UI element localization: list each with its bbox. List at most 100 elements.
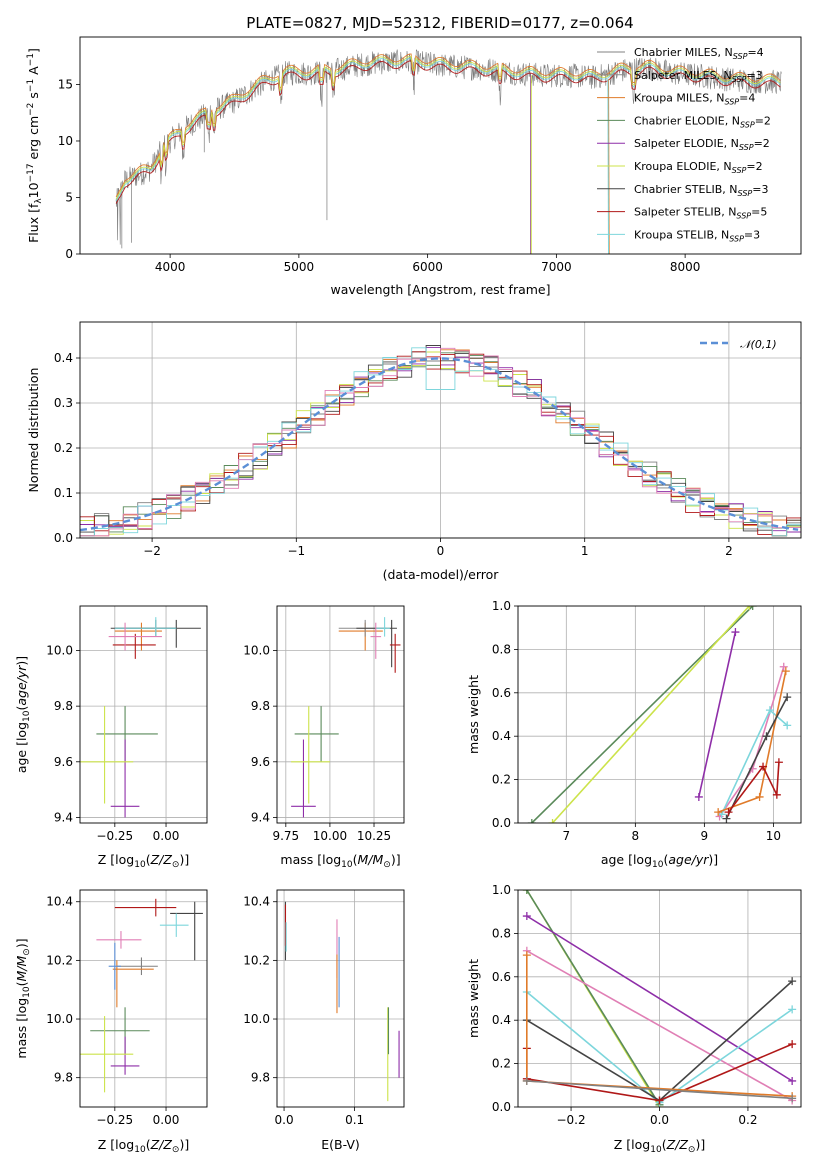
weight-marker [745,606,754,610]
grid [277,890,404,1107]
y-tick-label: 9.4 [251,810,270,824]
y-tick-label: 9.8 [54,1071,73,1085]
legend-entry: Kroupa STELIB, NSSP=3 [634,228,760,243]
weight-marker [788,1005,797,1014]
x-axis-label: mass [log10(M/M⊙)] [280,852,400,870]
weight-line [526,950,793,1102]
x-tick-label: −0.25 [96,1113,133,1127]
weight-marker [527,819,536,823]
errorbar-point [159,913,189,937]
legend-entry: Kroupa ELODIE, NSSP=2 [634,160,763,175]
weight-marker [788,1040,797,1049]
legend-entry: Salpeter MILES, NSSP=3 [634,69,763,84]
y-tick-label: 9.6 [251,755,270,769]
plot-area [518,890,801,1107]
x-tick-label: 9 [701,829,709,843]
errorbar-point [291,706,330,804]
weight-marker [783,693,792,702]
panel-weight-vs-Z: −0.2 0.0 0.2 0.0 0.2 0.4 0.6 0.8 1.0 Z [log10(Z/Z… [466,883,802,1155]
errorbar-point [291,739,316,818]
x-tick-label: 0.00 [153,829,180,843]
histogram-series [80,347,801,537]
errorbar-point [114,898,177,917]
panel-age-vs-Z: −0.25 0.00 9.4 9.6 9.8 10.0 Z [log10(Z/Z⊙)] age… [14,605,208,870]
y-tick-label: 9.8 [54,699,73,713]
y-axis-label: Normed distribution [26,368,41,493]
axes-frame [79,605,208,824]
legend-entry: Chabrier STELIB, NSSP=3 [634,183,768,198]
weight-marker [788,1076,797,1085]
figure-title: PLATE=0827, MJD=52312, FIBERID=0177, z=0… [246,14,633,32]
y-tick-label: 10 [58,134,73,148]
y-axis-label: mass weight [466,959,481,1038]
weight-line [526,890,661,1106]
legend-entry: Chabrier ELODIE, NSSP=2 [634,114,771,129]
weight-series [522,1076,797,1103]
y-axis-label: mass weight [466,675,481,754]
y-tick-label: 0.2 [492,1057,511,1071]
histogram-series [80,351,801,537]
x-tick-label: 4000 [155,260,186,274]
x-tick-label: 9.75 [272,829,299,843]
histogram-series [80,347,801,537]
weight-marker [522,1076,531,1085]
data-spectrum [115,49,782,245]
model-spectrum [115,55,781,200]
weight-line [526,1080,793,1100]
grid [518,890,801,1107]
y-tick-label: 0.0 [492,816,511,830]
y-tick-label: 10.4 [243,895,270,909]
errorbar-point [294,706,339,762]
weight-marker [779,662,788,671]
y-tick-label: 0.8 [492,926,511,940]
x-tick-label: −0.2 [556,1113,585,1127]
grid [518,606,801,823]
x-axis-label: Z [log10(Z/Z⊙)] [98,852,189,870]
y-tick-label: 1.0 [492,883,511,897]
y-tick-label: 9.8 [251,1071,270,1085]
panel-mass-vs-ebv: 0.0 0.1 9.8 10.0 10.2 10.4 E(B-V) [243,889,405,1152]
y-tick-label: 0 [65,247,73,261]
weight-line [727,762,780,813]
weight-line [526,915,793,1082]
legend-entry: Salpeter STELIB, NSSP=5 [634,206,767,221]
y-tick-label: 10.4 [46,895,73,909]
x-tick-label: 6000 [412,260,443,274]
y-tick-label: 10.2 [243,953,270,967]
weight-line [725,696,788,820]
x-tick-label: 10.00 [313,829,347,843]
x-tick-label: 0.0 [275,1113,294,1127]
weight-marker [783,721,792,730]
legend-entry: Chabrier MILES, NSSP=4 [634,46,764,61]
y-tick-label: 5 [65,190,73,204]
x-axis-label: Z [log10(Z/Z⊙)] [614,1137,705,1155]
weight-series [724,758,783,817]
x-tick-label: 0.00 [153,1113,180,1127]
errorbar-point [108,622,162,651]
weight-marker [714,808,723,817]
x-axis-label: (data-model)/error [383,567,500,582]
y-tick-label: 1.0 [492,599,511,613]
x-tick-label: 7 [562,829,570,843]
plot-area [277,606,404,823]
x-tick-label: −2 [143,544,161,558]
axes-frame [517,889,802,1108]
y-tick-label: 0.6 [492,686,511,700]
weight-marker [724,808,733,817]
legend-entry: Kroupa MILES, NSSP=4 [634,92,755,107]
axes-frame [276,605,405,824]
grid [80,606,207,823]
errorbar-point [110,1036,140,1075]
weight-series [694,628,740,801]
errorbar-point [110,739,140,818]
y-tick-label: 15 [58,77,73,91]
y-tick-label: 0.0 [492,1100,511,1114]
model-spectrum [115,53,781,198]
y-tick-label: 9.8 [251,699,270,713]
y-tick-label: 9.6 [54,755,73,769]
weight-marker [522,951,531,960]
legend-entry: 𝒩(0,1) [740,338,777,351]
x-tick-label: −0.25 [96,829,133,843]
weight-marker [759,762,768,771]
y-tick-label: 10.2 [46,953,73,967]
